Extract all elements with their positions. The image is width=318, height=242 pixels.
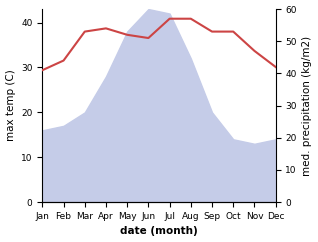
X-axis label: date (month): date (month) — [120, 227, 198, 236]
Y-axis label: med. precipitation (kg/m2): med. precipitation (kg/m2) — [302, 36, 313, 176]
Y-axis label: max temp (C): max temp (C) — [5, 70, 16, 142]
